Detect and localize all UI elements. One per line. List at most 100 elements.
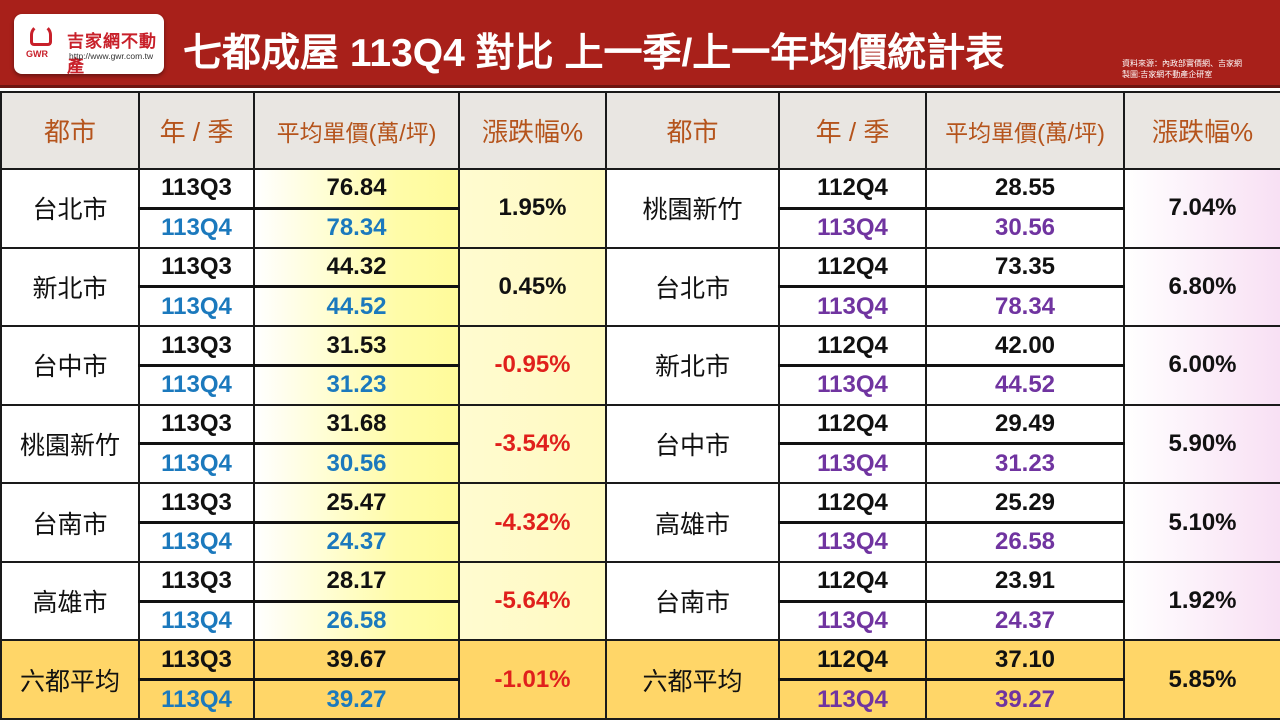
- period: 113Q4: [138, 285, 255, 328]
- table-row: 113Q4 31.23 113Q4 44.52: [1, 364, 1280, 406]
- source-note: 資料來源：內政部實價網、吉家網 製圖:吉家網不動產企研室: [1122, 58, 1242, 80]
- table-row: 113Q4 39.27 113Q4 39.27: [1, 678, 1280, 720]
- price: 29.49: [925, 403, 1125, 446]
- period: 113Q4: [138, 678, 255, 720]
- period: 113Q4: [778, 364, 927, 406]
- change-rate: -0.95%: [458, 325, 607, 406]
- column-header: 漲跌幅%: [458, 91, 607, 170]
- column-header: 平均單價(萬/坪): [253, 91, 460, 170]
- period: 113Q4: [778, 285, 927, 328]
- period: 112Q4: [778, 403, 927, 446]
- change-rate: 6.80%: [1123, 246, 1280, 328]
- credit-line: 製圖:吉家網不動產企研室: [1122, 70, 1213, 79]
- change-rate: 5.85%: [1123, 639, 1280, 720]
- column-header: 平均單價(萬/坪): [925, 91, 1125, 170]
- city-name: 台南市: [605, 560, 780, 642]
- price: 31.23: [925, 442, 1125, 485]
- gwr-logo: GWR 吉家網不動產 http://www.gwr.com.tw: [14, 14, 164, 76]
- price: 44.32: [253, 246, 460, 289]
- table-row: 桃園新竹 113Q3 31.68 -3.54% 台中市 112Q4 29.49 5.90%: [0, 403, 1280, 485]
- change-rate: 5.10%: [1123, 482, 1280, 563]
- house-arrow-icon: [30, 24, 52, 46]
- price: 24.37: [925, 600, 1125, 642]
- period: 112Q4: [778, 482, 927, 525]
- table-row: 113Q4 78.34 113Q4 30.56: [1, 207, 1280, 249]
- period: 112Q4: [778, 325, 927, 367]
- table-row: 六都平均 113Q3 39.67 -1.01% 六都平均 112Q4 37.10 5.85%: [0, 639, 1280, 720]
- period: 113Q4: [778, 600, 927, 642]
- period: 113Q3: [138, 246, 255, 289]
- city-name: 新北市: [605, 325, 780, 406]
- price: 44.52: [925, 364, 1125, 406]
- period: 113Q4: [138, 207, 255, 249]
- city-name: 新北市: [0, 246, 140, 328]
- price: 44.52: [253, 285, 460, 328]
- price: 78.34: [925, 285, 1125, 328]
- city-name: 六都平均: [605, 639, 780, 720]
- price: 31.68: [253, 403, 460, 446]
- period: 113Q4: [138, 442, 255, 485]
- price: 28.17: [253, 560, 460, 603]
- price: 39.27: [925, 678, 1125, 720]
- period: 113Q3: [138, 167, 255, 210]
- change-rate: -1.01%: [458, 639, 607, 720]
- table-row: 113Q4 24.37 113Q4 26.58: [1, 521, 1280, 563]
- city-name: 台南市: [0, 482, 140, 563]
- city-name: 桃園新竹: [0, 403, 140, 485]
- price: 39.67: [253, 639, 460, 682]
- table-row: 台中市 113Q3 31.53 -0.95% 新北市 112Q4 42.00 6.00%: [0, 325, 1280, 406]
- period: 113Q4: [778, 678, 927, 720]
- page-title: 七都成屋 113Q4 對比 上一季/上一年均價統計表: [183, 32, 1005, 75]
- period: 113Q3: [138, 639, 255, 682]
- change-rate: 1.92%: [1123, 560, 1280, 642]
- price: 26.58: [253, 600, 460, 642]
- period: 112Q4: [778, 560, 927, 603]
- period: 113Q4: [778, 442, 927, 485]
- period: 113Q4: [778, 207, 927, 249]
- city-name: 台中市: [0, 325, 140, 406]
- price: 25.47: [253, 482, 460, 525]
- price: 37.10: [925, 639, 1125, 682]
- change-rate: -4.32%: [458, 482, 607, 563]
- period: 113Q4: [138, 364, 255, 406]
- price: 73.35: [925, 246, 1125, 289]
- logo-abbr: GWR: [26, 49, 48, 59]
- change-rate: 7.04%: [1123, 168, 1280, 249]
- city-name: 台中市: [605, 403, 780, 485]
- change-rate: 1.95%: [458, 168, 607, 249]
- period: 112Q4: [778, 639, 927, 682]
- price: 42.00: [925, 325, 1125, 367]
- table-row: 新北市 113Q3 44.32 0.45% 台北市 112Q4 73.35 6.80%: [0, 246, 1280, 328]
- period: 113Q3: [138, 403, 255, 446]
- change-rate: -5.64%: [458, 560, 607, 642]
- city-name: 台北市: [0, 168, 140, 249]
- table-row: 台南市 113Q3 25.47 -4.32% 高雄市 112Q4 25.29 5.10%: [0, 482, 1280, 563]
- price: 78.34: [253, 207, 460, 249]
- source-line: 資料來源：內政部實價網、吉家網: [1122, 59, 1242, 68]
- price: 24.37: [253, 521, 460, 563]
- column-header: 年 / 季: [138, 91, 255, 170]
- table-row: 113Q4 26.58 113Q4 24.37: [1, 600, 1280, 642]
- period: 113Q3: [138, 325, 255, 367]
- price-table: 都市年 / 季平均單價(萬/坪) 漲跌幅% 都市年 / 季平均單價(萬/坪) 漲跌幅%…: [0, 91, 1280, 720]
- change-rate: 0.45%: [458, 246, 607, 328]
- change-rate: 6.00%: [1123, 325, 1280, 406]
- price: 23.91: [925, 560, 1125, 603]
- column-header: 都市: [605, 91, 780, 170]
- column-header: 年 / 季: [778, 91, 927, 170]
- period: 113Q4: [778, 521, 927, 563]
- price: 28.55: [925, 167, 1125, 210]
- logo-name: 吉家網不動產: [67, 32, 157, 76]
- period: 113Q4: [138, 521, 255, 563]
- title-banner: GWR 吉家網不動產 http://www.gwr.com.tw 七都成屋 11…: [0, 0, 1280, 88]
- price: 31.53: [253, 325, 460, 367]
- price: 76.84: [253, 167, 460, 210]
- city-name: 台北市: [605, 246, 780, 328]
- table-row: 113Q4 44.52 113Q4 78.34: [1, 285, 1280, 328]
- logo-url: http://www.gwr.com.tw: [69, 51, 154, 61]
- table-row: 高雄市 113Q3 28.17 -5.64% 台南市 112Q4 23.91 1.92%: [0, 560, 1280, 642]
- price: 31.23: [253, 364, 460, 406]
- city-name: 高雄市: [0, 560, 140, 642]
- city-name: 桃園新竹: [605, 168, 780, 249]
- change-rate: 5.90%: [1123, 403, 1280, 485]
